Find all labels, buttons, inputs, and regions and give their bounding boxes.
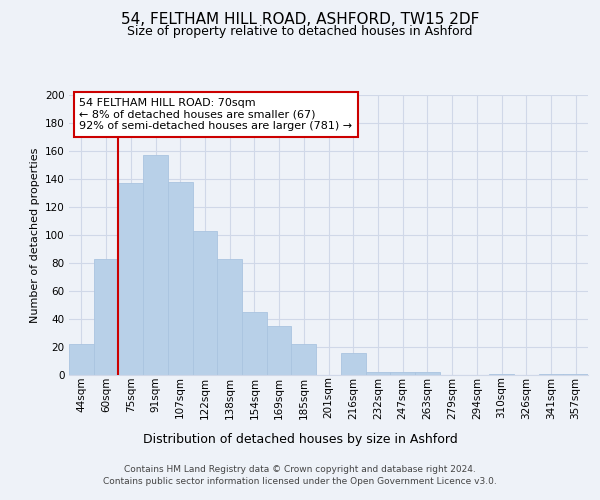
Bar (415, 372, 440, 375)
Bar (365, 372, 390, 375)
Bar (267, 326, 292, 375)
Bar (242, 312, 267, 375)
Bar (69, 344, 94, 375)
Bar (539, 374, 563, 375)
Bar (193, 231, 217, 375)
Text: Size of property relative to detached houses in Ashford: Size of property relative to detached ho… (127, 25, 473, 38)
Text: Contains public sector information licensed under the Open Government Licence v3: Contains public sector information licen… (103, 478, 497, 486)
Bar (143, 155, 168, 375)
Bar (390, 372, 415, 375)
Bar (341, 352, 365, 375)
Bar (489, 374, 514, 375)
Bar (563, 374, 588, 375)
Y-axis label: Number of detached properties: Number of detached properties (29, 148, 40, 322)
Bar (217, 259, 242, 375)
Text: Contains HM Land Registry data © Crown copyright and database right 2024.: Contains HM Land Registry data © Crown c… (124, 465, 476, 474)
Bar (292, 344, 316, 375)
Bar (168, 182, 193, 375)
Bar (94, 259, 118, 375)
Text: 54, FELTHAM HILL ROAD, ASHFORD, TW15 2DF: 54, FELTHAM HILL ROAD, ASHFORD, TW15 2DF (121, 12, 479, 28)
Text: 54 FELTHAM HILL ROAD: 70sqm
← 8% of detached houses are smaller (67)
92% of semi: 54 FELTHAM HILL ROAD: 70sqm ← 8% of deta… (79, 98, 353, 131)
Bar (118, 183, 143, 375)
Text: Distribution of detached houses by size in Ashford: Distribution of detached houses by size … (143, 432, 457, 446)
